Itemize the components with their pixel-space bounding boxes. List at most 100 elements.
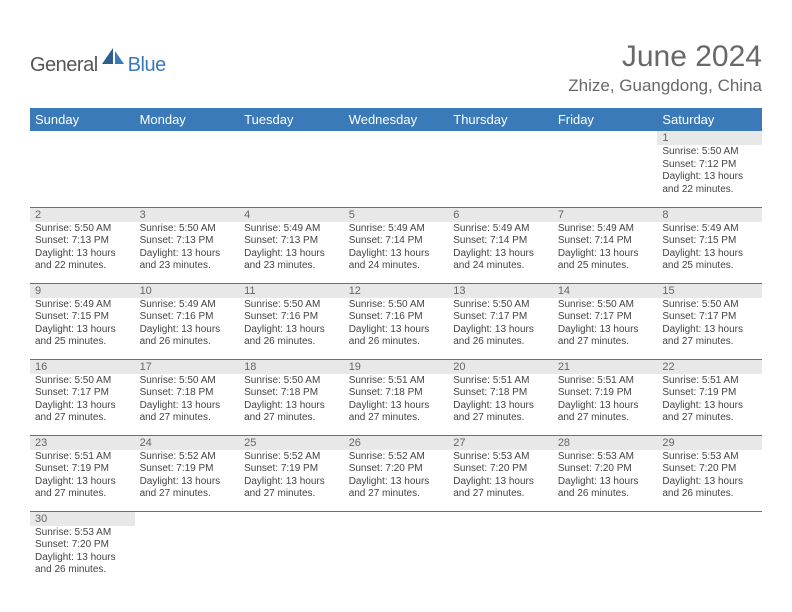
calendar-cell: 22Sunrise: 5:51 AMSunset: 7:19 PMDayligh…: [657, 359, 762, 435]
calendar-cell: 6Sunrise: 5:49 AMSunset: 7:14 PMDaylight…: [448, 207, 553, 283]
calendar-cell: 18Sunrise: 5:50 AMSunset: 7:18 PMDayligh…: [239, 359, 344, 435]
calendar-cell: 30Sunrise: 5:53 AMSunset: 7:20 PMDayligh…: [30, 511, 135, 587]
calendar-cell: 13Sunrise: 5:50 AMSunset: 7:17 PMDayligh…: [448, 283, 553, 359]
day-content: Sunrise: 5:50 AMSunset: 7:17 PMDaylight:…: [448, 298, 553, 352]
day-content: Sunrise: 5:51 AMSunset: 7:19 PMDaylight:…: [657, 374, 762, 428]
day-content: Sunrise: 5:50 AMSunset: 7:13 PMDaylight:…: [135, 222, 240, 276]
calendar-cell: 10Sunrise: 5:49 AMSunset: 7:16 PMDayligh…: [135, 283, 240, 359]
calendar-row: 23Sunrise: 5:51 AMSunset: 7:19 PMDayligh…: [30, 435, 762, 511]
day-content: Sunrise: 5:53 AMSunset: 7:20 PMDaylight:…: [657, 450, 762, 504]
day-number: 16: [30, 360, 135, 374]
day-content: Sunrise: 5:49 AMSunset: 7:15 PMDaylight:…: [657, 222, 762, 276]
calendar-cell: [239, 131, 344, 207]
calendar-cell: 9Sunrise: 5:49 AMSunset: 7:15 PMDaylight…: [30, 283, 135, 359]
day-content: Sunrise: 5:49 AMSunset: 7:13 PMDaylight:…: [239, 222, 344, 276]
calendar-cell: 25Sunrise: 5:52 AMSunset: 7:19 PMDayligh…: [239, 435, 344, 511]
day-content: Sunrise: 5:51 AMSunset: 7:19 PMDaylight:…: [553, 374, 658, 428]
day-content: Sunrise: 5:52 AMSunset: 7:20 PMDaylight:…: [344, 450, 449, 504]
day-number: 3: [135, 208, 240, 222]
day-content: Sunrise: 5:52 AMSunset: 7:19 PMDaylight:…: [135, 450, 240, 504]
calendar-cell: 29Sunrise: 5:53 AMSunset: 7:20 PMDayligh…: [657, 435, 762, 511]
day-number: 30: [30, 512, 135, 526]
day-content: Sunrise: 5:51 AMSunset: 7:18 PMDaylight:…: [344, 374, 449, 428]
day-content: Sunrise: 5:50 AMSunset: 7:17 PMDaylight:…: [30, 374, 135, 428]
calendar-row: 9Sunrise: 5:49 AMSunset: 7:15 PMDaylight…: [30, 283, 762, 359]
day-number: 28: [553, 436, 658, 450]
day-content: Sunrise: 5:52 AMSunset: 7:19 PMDaylight:…: [239, 450, 344, 504]
day-content: Sunrise: 5:50 AMSunset: 7:17 PMDaylight:…: [553, 298, 658, 352]
title-block: June 2024 Zhize, Guangdong, China: [568, 40, 762, 96]
calendar-row: 1Sunrise: 5:50 AMSunset: 7:12 PMDaylight…: [30, 131, 762, 207]
day-number: 6: [448, 208, 553, 222]
calendar-cell: 8Sunrise: 5:49 AMSunset: 7:15 PMDaylight…: [657, 207, 762, 283]
calendar-cell: 1Sunrise: 5:50 AMSunset: 7:12 PMDaylight…: [657, 131, 762, 207]
calendar-row: 2Sunrise: 5:50 AMSunset: 7:13 PMDaylight…: [30, 207, 762, 283]
calendar-cell: 12Sunrise: 5:50 AMSunset: 7:16 PMDayligh…: [344, 283, 449, 359]
calendar-cell: 14Sunrise: 5:50 AMSunset: 7:17 PMDayligh…: [553, 283, 658, 359]
day-number: 22: [657, 360, 762, 374]
day-number: 20: [448, 360, 553, 374]
day-header-row: SundayMondayTuesdayWednesdayThursdayFrid…: [30, 108, 762, 131]
day-content: Sunrise: 5:49 AMSunset: 7:14 PMDaylight:…: [553, 222, 658, 276]
day-number: 19: [344, 360, 449, 374]
day-number: 5: [344, 208, 449, 222]
day-content: Sunrise: 5:53 AMSunset: 7:20 PMDaylight:…: [30, 526, 135, 580]
calendar-cell: 4Sunrise: 5:49 AMSunset: 7:13 PMDaylight…: [239, 207, 344, 283]
calendar-cell: [344, 131, 449, 207]
calendar-body: 1Sunrise: 5:50 AMSunset: 7:12 PMDaylight…: [30, 131, 762, 587]
location: Zhize, Guangdong, China: [568, 76, 762, 96]
day-content: Sunrise: 5:53 AMSunset: 7:20 PMDaylight:…: [553, 450, 658, 504]
day-content: Sunrise: 5:50 AMSunset: 7:17 PMDaylight:…: [657, 298, 762, 352]
calendar-cell: 7Sunrise: 5:49 AMSunset: 7:14 PMDaylight…: [553, 207, 658, 283]
calendar-cell: 28Sunrise: 5:53 AMSunset: 7:20 PMDayligh…: [553, 435, 658, 511]
calendar-cell: 20Sunrise: 5:51 AMSunset: 7:18 PMDayligh…: [448, 359, 553, 435]
day-number: 11: [239, 284, 344, 298]
day-number: 2: [30, 208, 135, 222]
day-number: 18: [239, 360, 344, 374]
day-header: Wednesday: [344, 108, 449, 131]
day-content: Sunrise: 5:51 AMSunset: 7:18 PMDaylight:…: [448, 374, 553, 428]
logo-text-general: General: [30, 54, 98, 77]
calendar-cell: 2Sunrise: 5:50 AMSunset: 7:13 PMDaylight…: [30, 207, 135, 283]
month-title: June 2024: [568, 40, 762, 74]
calendar-cell: 11Sunrise: 5:50 AMSunset: 7:16 PMDayligh…: [239, 283, 344, 359]
day-header: Thursday: [448, 108, 553, 131]
day-content: Sunrise: 5:50 AMSunset: 7:16 PMDaylight:…: [344, 298, 449, 352]
day-content: Sunrise: 5:50 AMSunset: 7:18 PMDaylight:…: [239, 374, 344, 428]
calendar-cell: 15Sunrise: 5:50 AMSunset: 7:17 PMDayligh…: [657, 283, 762, 359]
calendar-cell: 16Sunrise: 5:50 AMSunset: 7:17 PMDayligh…: [30, 359, 135, 435]
calendar-cell: [553, 511, 658, 587]
calendar-cell: [448, 131, 553, 207]
calendar-cell: [135, 131, 240, 207]
day-number: 25: [239, 436, 344, 450]
day-header: Tuesday: [239, 108, 344, 131]
day-header: Saturday: [657, 108, 762, 131]
day-content: Sunrise: 5:49 AMSunset: 7:15 PMDaylight:…: [30, 298, 135, 352]
day-content: Sunrise: 5:49 AMSunset: 7:16 PMDaylight:…: [135, 298, 240, 352]
day-content: Sunrise: 5:53 AMSunset: 7:20 PMDaylight:…: [448, 450, 553, 504]
day-number: 21: [553, 360, 658, 374]
calendar-cell: 19Sunrise: 5:51 AMSunset: 7:18 PMDayligh…: [344, 359, 449, 435]
day-number: 4: [239, 208, 344, 222]
calendar-cell: [239, 511, 344, 587]
day-content: Sunrise: 5:51 AMSunset: 7:19 PMDaylight:…: [30, 450, 135, 504]
day-number: 14: [553, 284, 658, 298]
day-number: 12: [344, 284, 449, 298]
calendar-cell: 3Sunrise: 5:50 AMSunset: 7:13 PMDaylight…: [135, 207, 240, 283]
calendar-row: 30Sunrise: 5:53 AMSunset: 7:20 PMDayligh…: [30, 511, 762, 587]
calendar-cell: [344, 511, 449, 587]
logo-text-blue: Blue: [128, 54, 166, 77]
day-header: Sunday: [30, 108, 135, 131]
day-content: Sunrise: 5:50 AMSunset: 7:18 PMDaylight:…: [135, 374, 240, 428]
day-content: Sunrise: 5:50 AMSunset: 7:12 PMDaylight:…: [657, 145, 762, 199]
sail-icon: [102, 48, 126, 71]
day-number: 13: [448, 284, 553, 298]
calendar-cell: [657, 511, 762, 587]
calendar-cell: 21Sunrise: 5:51 AMSunset: 7:19 PMDayligh…: [553, 359, 658, 435]
calendar-row: 16Sunrise: 5:50 AMSunset: 7:17 PMDayligh…: [30, 359, 762, 435]
calendar-cell: 24Sunrise: 5:52 AMSunset: 7:19 PMDayligh…: [135, 435, 240, 511]
day-number: 17: [135, 360, 240, 374]
day-content: Sunrise: 5:49 AMSunset: 7:14 PMDaylight:…: [344, 222, 449, 276]
day-number: 24: [135, 436, 240, 450]
day-header: Monday: [135, 108, 240, 131]
